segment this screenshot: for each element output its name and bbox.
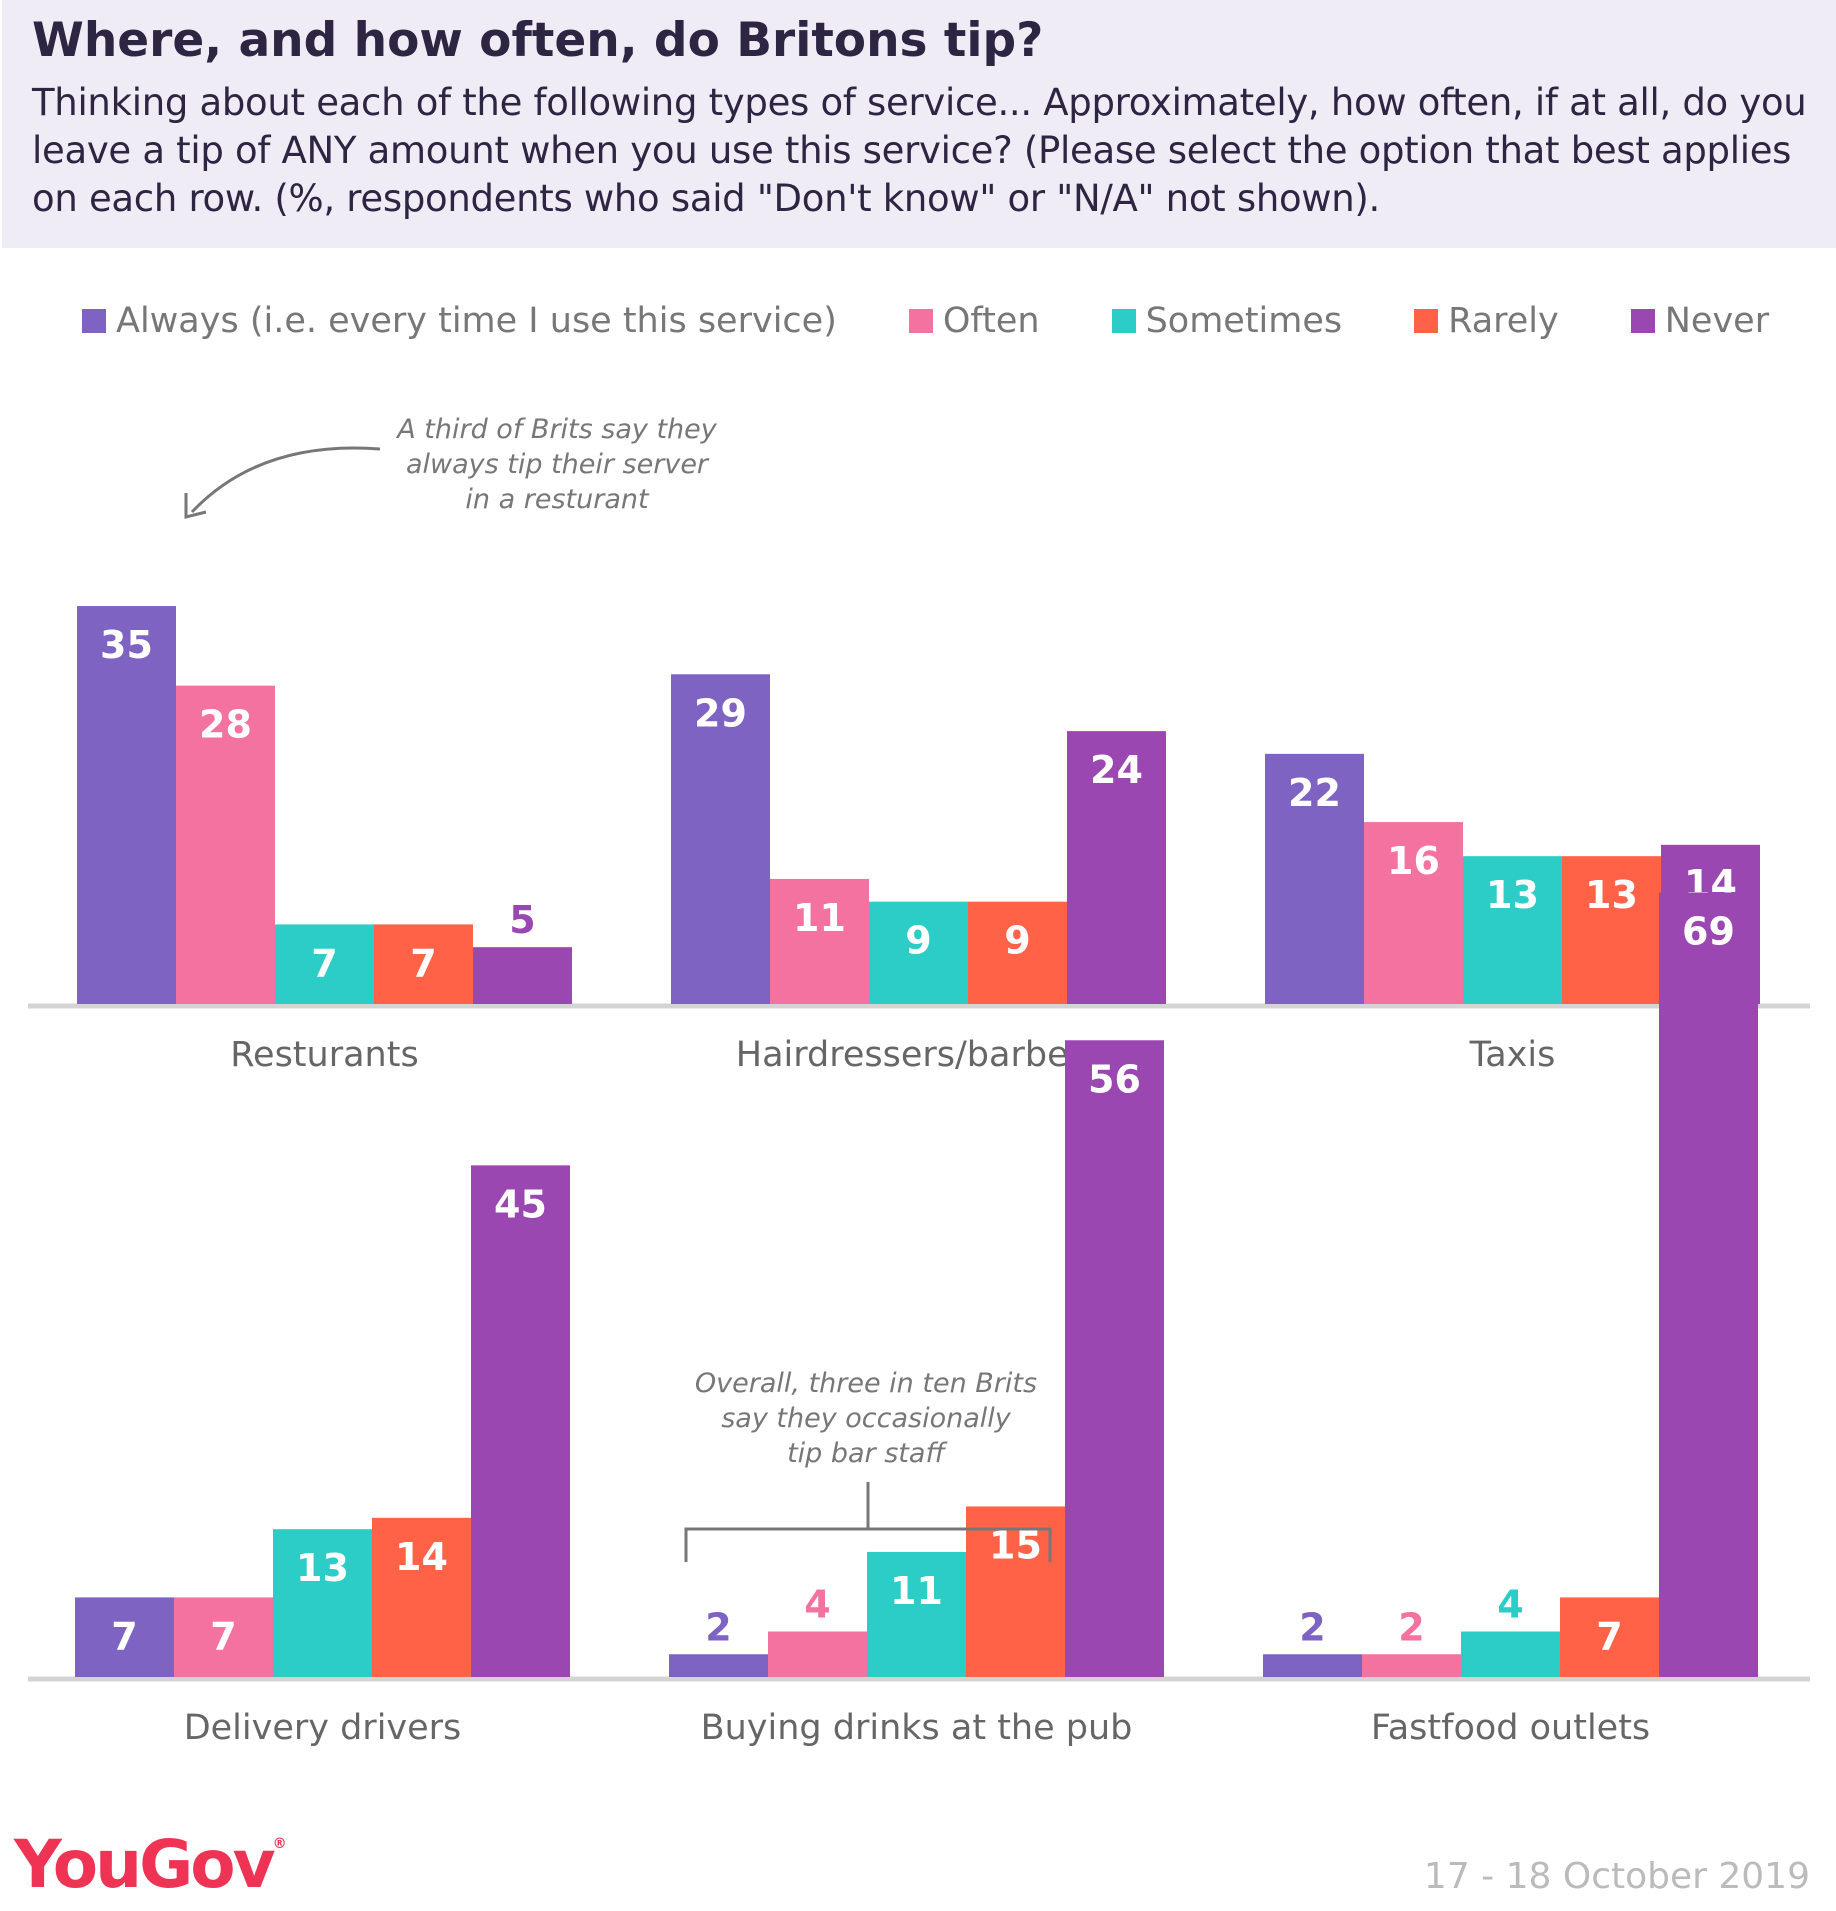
bar-resturants-rarely xyxy=(374,924,473,1004)
data-label-hairdressers-barbers-never: 24 xyxy=(1090,748,1143,792)
data-label-delivery-drivers-often: 7 xyxy=(210,1614,236,1658)
legend: Always (i.e. every time I use this servi… xyxy=(82,296,1836,346)
data-label-taxis-often: 16 xyxy=(1387,839,1440,883)
bar-buying-drinks-at-the-pub-often xyxy=(768,1631,867,1677)
bar-hairdressers-barbers-often xyxy=(770,878,869,1004)
bar-hairdressers-barbers-rarely xyxy=(968,901,1067,1004)
legend-swatch-sometimes xyxy=(1111,309,1136,333)
data-label-fastfood-outlets-always: 2 xyxy=(1299,1605,1325,1649)
data-label-resturants-always: 35 xyxy=(100,623,153,667)
legend-label-rarely: Rarely xyxy=(1448,301,1559,341)
bar-buying-drinks-at-the-pub-sometimes xyxy=(867,1551,966,1677)
data-label-hairdressers-barbers-often: 11 xyxy=(793,896,846,940)
legend-item-often: Often xyxy=(908,301,1040,341)
chart-header: Where, and how often, do Britons tip? Th… xyxy=(2,0,1836,248)
bar-delivery-drivers-never xyxy=(471,1165,570,1677)
bar-fastfood-outlets-often xyxy=(1362,1654,1461,1677)
annotation-pub-line-3: tip bar staff xyxy=(787,1438,947,1469)
data-label-resturants-often: 28 xyxy=(199,703,252,747)
category-label-fastfood-outlets: Fastfood outlets xyxy=(1371,1708,1650,1748)
legend-item-always: Always (i.e. every time I use this servi… xyxy=(82,301,837,341)
chart-subtitle: Thinking about each of the following typ… xyxy=(32,81,1807,221)
bar-resturants-never xyxy=(473,947,572,1004)
annotation-restaurants-arrow xyxy=(190,446,381,514)
category-label-delivery-drivers: Delivery drivers xyxy=(184,1708,462,1748)
data-label-hairdressers-barbers-always: 29 xyxy=(694,691,747,735)
data-label-hairdressers-barbers-rarely: 9 xyxy=(1004,919,1030,963)
data-label-resturants-rarely: 7 xyxy=(410,941,436,985)
legend-item-rarely: Rarely xyxy=(1414,301,1559,341)
bar-hairdressers-barbers-always xyxy=(671,674,770,1004)
annotation-restaurants-arrowhead xyxy=(184,493,207,519)
data-label-fastfood-outlets-often: 2 xyxy=(1398,1605,1424,1649)
data-label-taxis-sometimes: 13 xyxy=(1486,873,1539,917)
bar-delivery-drivers-sometimes xyxy=(273,1529,372,1677)
bar-resturants-always xyxy=(77,606,176,1004)
data-label-buying-drinks-at-the-pub-never: 56 xyxy=(1088,1057,1141,1101)
legend-swatch-rarely xyxy=(1414,309,1439,333)
data-label-fastfood-outlets-sometimes: 4 xyxy=(1497,1583,1523,1627)
registered-mark: ® xyxy=(272,1836,287,1852)
bar-buying-drinks-at-the-pub-never xyxy=(1065,1040,1164,1677)
annotation-pub-line-2: say they occasionally xyxy=(721,1403,1012,1434)
data-label-hairdressers-barbers-sometimes: 9 xyxy=(905,919,931,963)
data-label-fastfood-outlets-rarely: 7 xyxy=(1596,1614,1622,1658)
annotation-restaurants-line-1: A third of Brits say they xyxy=(395,414,718,445)
data-label-buying-drinks-at-the-pub-rarely: 15 xyxy=(989,1523,1042,1567)
annotation-pub-bracket xyxy=(684,1482,1052,1562)
category-label-hairdressers-barbers: Hairdressers/barbers xyxy=(736,1035,1101,1075)
legend-swatch-never xyxy=(1630,309,1655,333)
data-label-delivery-drivers-never: 45 xyxy=(494,1182,547,1226)
data-label-resturants-never: 5 xyxy=(509,898,535,942)
legend-swatch-always xyxy=(82,309,106,333)
bar-delivery-drivers-often xyxy=(174,1597,273,1677)
annotation-restaurants-line-3: in a resturant xyxy=(465,484,650,515)
data-label-buying-drinks-at-the-pub-always: 2 xyxy=(705,1605,731,1649)
annotation-restaurants-line-2: always tip their server xyxy=(406,449,710,480)
legend-item-sometimes: Sometimes xyxy=(1111,301,1343,341)
bar-delivery-drivers-always xyxy=(75,1597,174,1677)
data-label-resturants-sometimes: 7 xyxy=(311,941,337,985)
bar-taxis-sometimes xyxy=(1463,856,1562,1004)
annotation-pub-line-1: Overall, three in ten Brits xyxy=(695,1368,1037,1399)
bar-taxis-always xyxy=(1265,753,1364,1004)
survey-date: 17 - 18 October 2019 xyxy=(1423,1856,1810,1897)
bar-fastfood-outlets-rarely xyxy=(1560,1597,1659,1677)
bar-resturants-sometimes xyxy=(275,924,374,1004)
bar-fastfood-outlets-always xyxy=(1263,1654,1362,1677)
data-label-buying-drinks-at-the-pub-sometimes: 11 xyxy=(890,1569,943,1613)
bar-delivery-drivers-rarely xyxy=(372,1517,471,1677)
legend-label-sometimes: Sometimes xyxy=(1145,301,1343,341)
category-label-buying-drinks-at-the-pub: Buying drinks at the pub xyxy=(701,1708,1133,1748)
yougov-logo: YouGov® xyxy=(14,1826,287,1903)
legend-label-always: Always (i.e. every time I use this servi… xyxy=(116,301,837,341)
bar-taxis-often xyxy=(1364,822,1463,1004)
bar-fastfood-outlets-sometimes xyxy=(1461,1631,1560,1677)
bar-resturants-often xyxy=(176,685,275,1004)
category-label-resturants: Resturants xyxy=(230,1035,418,1075)
bar-taxis-rarely xyxy=(1562,856,1661,1004)
bar-hairdressers-barbers-sometimes xyxy=(869,901,968,1004)
legend-label-never: Never xyxy=(1664,301,1770,341)
data-label-fastfood-outlets-never: 69 xyxy=(1682,909,1735,953)
data-label-taxis-rarely: 13 xyxy=(1585,873,1638,917)
legend-label-often: Often xyxy=(942,301,1040,341)
bar-hairdressers-barbers-never xyxy=(1067,731,1166,1004)
data-label-delivery-drivers-rarely: 14 xyxy=(395,1535,448,1579)
data-label-delivery-drivers-sometimes: 13 xyxy=(296,1546,349,1590)
data-label-buying-drinks-at-the-pub-often: 4 xyxy=(804,1583,830,1627)
chart-title: Where, and how often, do Britons tip? xyxy=(32,13,1044,68)
brand-name: YouGov xyxy=(14,1826,276,1903)
category-label-taxis: Taxis xyxy=(1469,1035,1556,1075)
legend-swatch-often xyxy=(908,309,933,333)
bar-fastfood-outlets-never xyxy=(1659,892,1758,1677)
data-label-taxis-always: 22 xyxy=(1288,771,1341,815)
data-label-delivery-drivers-always: 7 xyxy=(111,1614,137,1658)
bar-buying-drinks-at-the-pub-always xyxy=(669,1654,768,1677)
legend-item-never: Never xyxy=(1630,301,1770,341)
